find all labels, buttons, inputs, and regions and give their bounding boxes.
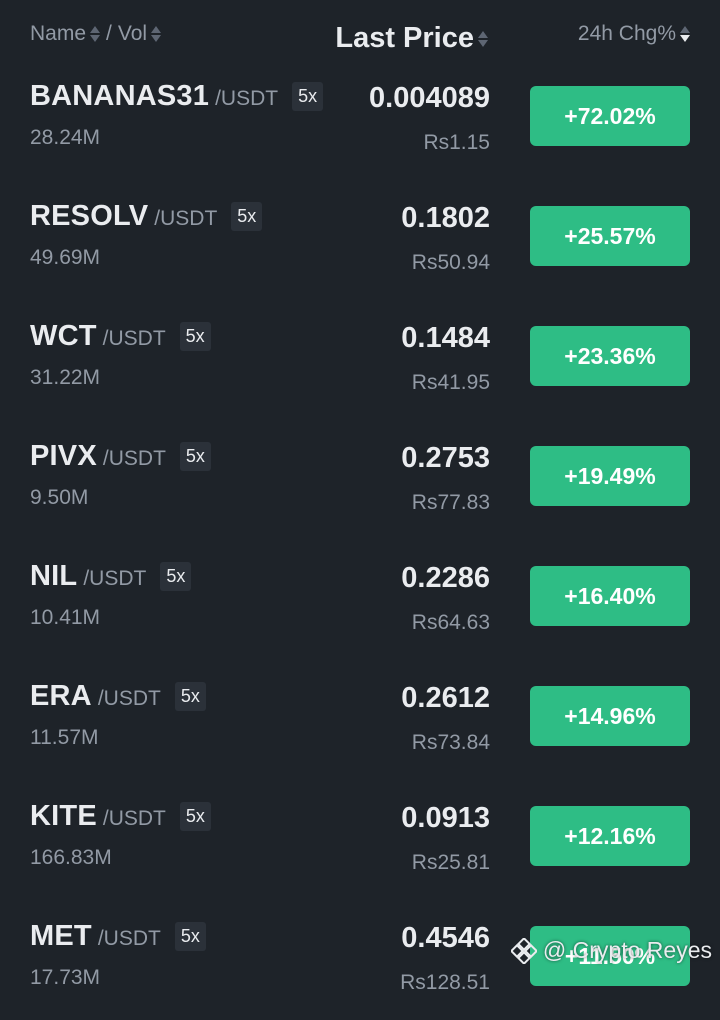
watermark: @ Crypto Reyes	[510, 937, 712, 964]
last-price: 0.0913	[401, 802, 490, 834]
market-row[interactable]: WCT/USDT 5x 31.22M 0.1484 Rs41.95 +23.36%	[0, 300, 720, 420]
last-price: 0.1484	[401, 322, 490, 354]
volume: 28.24M	[30, 126, 101, 149]
volume: 166.83M	[30, 846, 112, 869]
pair-symbol: ERA/USDT 5x	[30, 680, 206, 714]
base-asset: ERA	[30, 680, 92, 712]
change-percent-button[interactable]: +72.02%	[530, 86, 690, 146]
vol-header-label[interactable]: Vol	[117, 22, 148, 45]
quote-asset: /USDT	[83, 567, 147, 590]
leverage-badge: 5x	[179, 322, 211, 351]
quote-asset: /USDT	[97, 687, 161, 710]
quote-asset: /USDT	[97, 927, 161, 950]
change-percent-button[interactable]: +14.96%	[530, 686, 690, 746]
market-row[interactable]: ERA/USDT 5x 11.57M 0.2612 Rs73.84 +14.96%	[0, 660, 720, 780]
change-percent-button[interactable]: +16.40%	[530, 566, 690, 626]
leverage-badge: 5x	[231, 202, 263, 231]
fiat-price: Rs77.83	[411, 491, 490, 514]
base-asset: WCT	[30, 320, 97, 352]
pair-symbol: RESOLV/USDT 5x	[30, 200, 263, 234]
market-row[interactable]: KITE/USDT 5x 166.83M 0.0913 Rs25.81 +12.16%	[0, 780, 720, 900]
market-row[interactable]: PIVX/USDT 5x 9.50M 0.2753 Rs77.83 +19.49%	[0, 420, 720, 540]
sort-by-last-price[interactable]: Last Price	[335, 22, 488, 55]
fiat-price: Rs73.84	[411, 731, 490, 754]
change-percent-button[interactable]: +25.57%	[530, 206, 690, 266]
pair-symbol: KITE/USDT 5x	[30, 800, 211, 834]
leverage-badge: 5x	[174, 922, 206, 951]
sort-arrows-icon	[90, 23, 101, 45]
last-price: 0.004089	[369, 82, 490, 114]
sort-by-24h-change[interactable]: 24h Chg%	[578, 22, 690, 46]
pair-symbol: BANANAS31/USDT 5x	[30, 80, 324, 114]
leverage-badge: 5x	[179, 442, 211, 471]
market-row[interactable]: RESOLV/USDT 5x 49.69M 0.1802 Rs50.94 +25.57%	[0, 180, 720, 300]
volume: 17.73M	[30, 966, 101, 989]
leverage-badge: 5x	[160, 562, 192, 591]
volume: 31.22M	[30, 366, 101, 389]
last-price: 0.1802	[401, 202, 490, 234]
quote-asset: /USDT	[215, 87, 279, 110]
name-header-label[interactable]: Name	[30, 22, 87, 45]
fiat-price: Rs50.94	[411, 251, 490, 274]
volume: 11.57M	[30, 726, 99, 749]
last-price: 0.4546	[401, 922, 490, 954]
volume: 9.50M	[30, 486, 89, 509]
base-asset: KITE	[30, 800, 97, 832]
fiat-price: Rs1.15	[423, 131, 490, 154]
change-percent-button[interactable]: +19.49%	[530, 446, 690, 506]
sort-arrows-icon	[151, 23, 162, 45]
fiat-price: Rs128.51	[400, 971, 490, 994]
last-price: 0.2753	[401, 442, 490, 474]
leverage-badge: 5x	[292, 82, 324, 111]
pair-symbol: PIVX/USDT 5x	[30, 440, 211, 474]
change-percent-button[interactable]: +23.36%	[530, 326, 690, 386]
leverage-badge: 5x	[179, 802, 211, 831]
last-price: 0.2612	[401, 682, 490, 714]
quote-asset: /USDT	[154, 207, 218, 230]
fiat-price: Rs64.63	[411, 611, 490, 634]
change-percent-button[interactable]: +12.16%	[530, 806, 690, 866]
base-asset: PIVX	[30, 440, 97, 472]
pair-symbol: MET/USDT 5x	[30, 920, 206, 954]
leverage-badge: 5x	[174, 682, 206, 711]
sort-by-name-vol[interactable]: Name / Vol	[30, 22, 162, 46]
header-separator: /	[106, 22, 112, 45]
change-header-label[interactable]: 24h Chg%	[577, 22, 676, 45]
quote-asset: /USDT	[102, 447, 166, 470]
quote-asset: /USDT	[102, 807, 166, 830]
pair-symbol: NIL/USDT 5x	[30, 560, 192, 594]
market-list: BANANAS31/USDT 5x 28.24M 0.004089 Rs1.15 +72.…	[0, 60, 720, 1020]
sort-arrows-icon	[478, 28, 488, 50]
fiat-price: Rs41.95	[411, 371, 490, 394]
watermark-text: @ Crypto Reyes	[542, 937, 712, 963]
fiat-price: Rs25.81	[411, 851, 490, 874]
sort-descending-icon	[680, 23, 690, 45]
base-asset: BANANAS31	[30, 80, 210, 112]
base-asset: NIL	[30, 560, 78, 592]
volume: 49.69M	[30, 246, 101, 269]
market-list-header: Name / Vol Last Price 24h Chg%	[0, 0, 720, 72]
last-price-header-label[interactable]: Last Price	[335, 22, 474, 54]
market-row[interactable]: BANANAS31/USDT 5x 28.24M 0.004089 Rs1.15 +72.…	[0, 60, 720, 180]
pair-symbol: WCT/USDT 5x	[30, 320, 211, 354]
quote-asset: /USDT	[102, 327, 166, 350]
base-asset: MET	[30, 920, 92, 952]
base-asset: RESOLV	[30, 200, 149, 232]
volume: 10.41M	[30, 606, 101, 629]
market-row[interactable]: NIL/USDT 5x 10.41M 0.2286 Rs64.63 +16.40%	[0, 540, 720, 660]
last-price: 0.2286	[401, 562, 490, 594]
binance-logo-icon	[510, 937, 537, 964]
